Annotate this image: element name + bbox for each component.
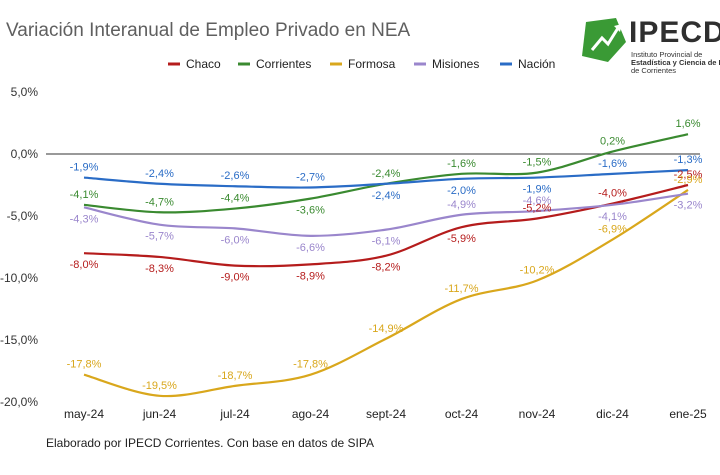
data-label: -2,4% [372,190,401,202]
data-label: 1,6% [675,118,700,130]
x-tick-label: oct-24 [445,407,479,421]
data-label: -8,9% [296,270,325,282]
data-label: -4,6% [523,195,552,207]
y-tick-label: 0,0% [11,147,39,161]
data-label: -8,0% [70,259,99,271]
data-label: -17,8% [67,359,102,371]
data-label: -4,3% [70,213,99,225]
data-label: -4,4% [221,193,250,205]
x-tick-label: sept-24 [366,407,406,421]
data-label: -19,5% [142,380,177,392]
legend-label-nación: Nación [518,57,555,71]
data-label: -10,2% [520,264,555,276]
data-label: -11,7% [444,283,478,295]
ipecd-logo: IPECD Instituto Provincial de Estadístic… [576,14,720,76]
data-label: -1,9% [523,184,552,196]
legend-label-chaco: Chaco [186,57,221,71]
data-label: -2,6% [221,170,250,182]
series-line-chaco [83,183,689,268]
data-label: -2,4% [372,168,401,180]
y-tick-label: 5,0% [11,85,39,99]
data-label: -1,3% [674,154,703,166]
data-label: -8,3% [145,263,174,275]
data-label: -17,8% [293,359,328,371]
data-label: -2,5% [674,169,703,181]
data-label: -5,7% [145,231,174,243]
series-line-misiones [83,192,689,237]
series-line-nación [83,169,689,189]
x-tick-label: ago-24 [292,407,330,421]
data-label: -18,7% [218,370,253,382]
data-label: -4,1% [598,211,627,223]
data-label: -6,6% [296,242,325,254]
data-label: -1,6% [447,158,476,170]
data-label: -6,1% [372,236,401,248]
data-label: -3,6% [296,205,325,217]
data-label: -6,0% [221,234,250,246]
x-tick-label: may-24 [64,407,104,421]
x-tick-label: dic-24 [596,407,629,421]
logo-name: IPECD [629,16,720,49]
logo-subtitle-line: Instituto Provincial de [631,50,703,59]
legend-label-formosa: Formosa [348,57,396,71]
data-label: -4,0% [598,188,627,200]
logo-subtitle-line: Estadística y Ciencia de Datos [631,58,720,67]
y-tick-label: -20,0% [0,395,38,409]
series-line-formosa [83,189,689,398]
data-label: -1,6% [598,158,627,170]
legend-label-misiones: Misiones [432,57,479,71]
page-title: Variación Interanual de Empleo Privado e… [6,20,411,41]
data-label: -5,2% [523,202,552,214]
legend-label-corrientes: Corrientes [256,57,311,71]
data-label: -1,9% [70,162,99,174]
data-label: -4,7% [145,196,174,208]
data-label: -3,2% [674,200,703,212]
logo-mark-icon [582,18,626,62]
y-tick-label: -10,0% [0,271,38,285]
y-tick-label: -15,0% [0,333,38,347]
source-note: Elaborado por IPECD Corrientes. Con base… [46,436,374,450]
x-tick-label: jul-24 [219,407,250,421]
data-label: -2,9% [674,174,703,186]
data-label: -2,7% [296,171,325,183]
x-tick-label: nov-24 [519,407,556,421]
data-label: -6,9% [598,224,627,236]
data-label: -4,9% [447,199,476,211]
data-label: -1,5% [523,157,552,169]
data-label: 0,2% [600,136,625,148]
data-label: -4,1% [70,189,99,201]
data-label: -2,4% [145,168,174,180]
data-label: -9,0% [221,272,250,284]
x-tick-label: ene-25 [669,407,707,421]
data-label: -5,9% [447,233,476,245]
x-tick-label: jun-24 [142,407,177,421]
data-label: -14,9% [369,323,404,335]
logo-subtitle-line: de Corrientes [631,66,677,75]
data-label: -2,0% [447,185,476,197]
data-label: -8,2% [372,262,401,274]
y-tick-label: -5,0% [7,209,39,223]
